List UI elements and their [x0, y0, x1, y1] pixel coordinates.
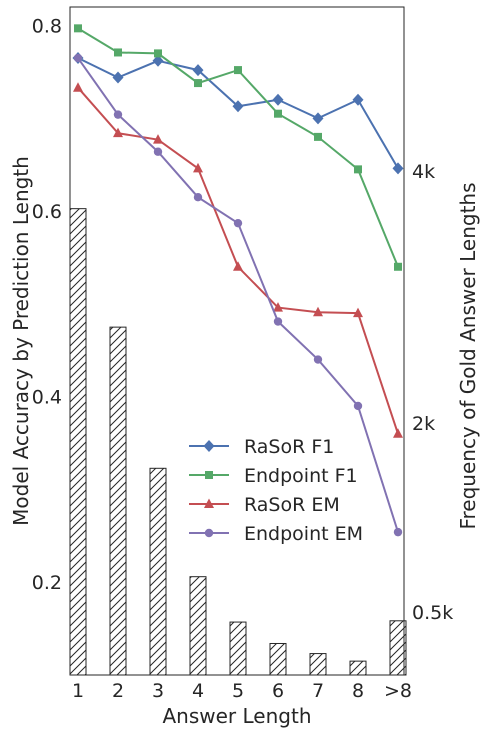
point-endpoint-em-7	[313, 355, 323, 364]
point-rasor-em-3	[153, 134, 163, 144]
point-endpoint-f1-9	[394, 262, 402, 271]
point-rasor-em-8	[353, 307, 363, 318]
x-tick-label: 4	[192, 680, 204, 702]
frequency-bar-5	[229, 621, 247, 676]
point-endpoint-em-5	[233, 218, 243, 228]
x-tick-label: 2	[112, 680, 124, 702]
frequency-bar-1	[69, 208, 87, 676]
legend-marker-rasor-f1	[203, 440, 215, 452]
point-rasor-f1-8	[352, 93, 364, 106]
x-tick-labels: 1 2 3 4 5 6 7 8 >8	[72, 680, 412, 702]
series-line-rasor-f1	[77, 57, 399, 169]
x-tick-label: 7	[312, 680, 324, 702]
legend-label-rasor-f1: RaSoR F1	[244, 436, 334, 458]
legend-marker-rasor-em	[204, 498, 214, 508]
x-tick-label: 5	[232, 680, 244, 702]
x-tick-label: 8	[352, 680, 364, 702]
secondary-y-axis-label: Frequency of Gold Answer Lengths	[456, 182, 480, 529]
point-rasor-em-1	[73, 82, 83, 92]
frequency-bar-2	[109, 326, 127, 676]
point-endpoint-em-2	[113, 110, 123, 119]
point-rasor-em-4	[193, 162, 203, 173]
point-endpoint-f1-4	[194, 79, 202, 88]
point-rasor-em-6	[273, 302, 283, 312]
x-tick-label: 6	[272, 680, 284, 702]
point-endpoint-em-9	[393, 527, 403, 537]
legend-label-rasor-em: RaSoR EM	[244, 494, 340, 516]
y-tick-label: 0.8	[32, 16, 62, 38]
frequency-bar-3	[149, 467, 167, 676]
y-tick-label: 0.2	[32, 572, 62, 594]
point-rasor-f1-2	[112, 71, 124, 84]
point-endpoint-f1-8	[354, 165, 362, 174]
secondary-y-tick-label: 0.5k	[412, 602, 453, 624]
legend: RaSoR F1 Endpoint F1 RaSoR EM Endpoint EM	[189, 436, 363, 545]
x-tick-label: 3	[152, 680, 164, 702]
x-tick-label: >8	[384, 680, 412, 702]
point-endpoint-em-4	[193, 192, 203, 202]
legend-marker-endpoint-em	[204, 528, 214, 538]
y-tick-labels: 0.2 0.4 0.6 0.8	[32, 16, 62, 595]
legend-label-endpoint-f1: Endpoint F1	[244, 465, 358, 487]
point-endpoint-em-1	[73, 53, 83, 63]
plot-frame	[69, 6, 405, 676]
point-rasor-em-5	[233, 261, 243, 271]
point-rasor-f1-6	[272, 93, 284, 106]
secondary-y-tick-label: 4k	[412, 161, 435, 183]
point-rasor-f1-9	[392, 162, 404, 175]
x-tick-label: 1	[72, 680, 84, 702]
frequency-bar-7	[309, 653, 327, 676]
point-rasor-f1-4	[192, 64, 204, 77]
point-rasor-em-9	[393, 428, 403, 438]
series-line-endpoint-f1	[77, 27, 399, 268]
point-endpoint-f1-5	[234, 66, 242, 75]
point-rasor-em-2	[113, 127, 123, 138]
point-endpoint-f1-1	[74, 24, 82, 33]
y-tick-label: 0.6	[32, 201, 62, 223]
point-endpoint-f1-2	[114, 48, 122, 57]
point-rasor-f1-7	[312, 112, 324, 125]
x-axis-label: Answer Length	[162, 704, 311, 728]
point-endpoint-em-3	[153, 147, 163, 156]
point-endpoint-f1-3	[154, 49, 162, 58]
frequency-bar-6	[269, 642, 287, 676]
point-endpoint-f1-6	[274, 109, 282, 118]
legend-marker-endpoint-f1	[205, 471, 213, 479]
frequency-bar-4	[189, 576, 207, 676]
secondary-y-tick-labels: 0.5k 2k 4k	[412, 161, 453, 624]
point-rasor-f1-3	[152, 54, 164, 67]
frequency-bars	[69, 208, 407, 676]
secondary-y-tick-label: 2k	[412, 413, 435, 435]
point-rasor-f1-5	[232, 100, 244, 113]
point-endpoint-f1-7	[314, 132, 322, 141]
legend-label-endpoint-em: Endpoint EM	[244, 523, 363, 545]
frequency-bar-8	[349, 660, 367, 676]
accuracy-lines	[72, 24, 404, 537]
y-tick-label: 0.4	[32, 387, 62, 409]
point-endpoint-em-6	[273, 317, 283, 326]
point-endpoint-em-8	[353, 401, 363, 411]
point-rasor-em-7	[313, 306, 323, 317]
y-axis-label: Model Accuracy by Prediction Length	[9, 156, 33, 526]
